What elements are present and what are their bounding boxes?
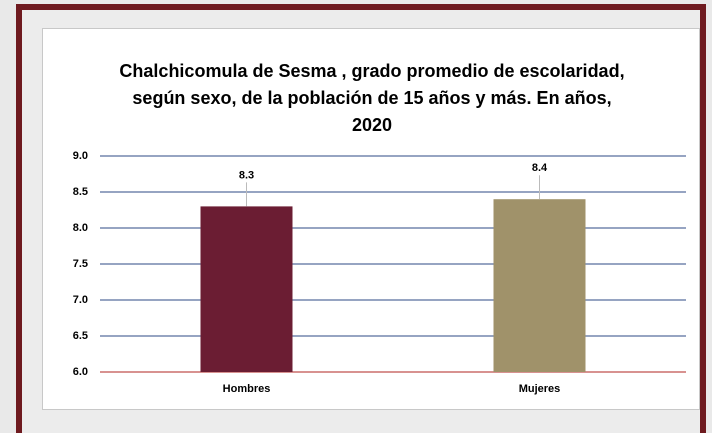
chart-box <box>42 28 700 410</box>
x-tick-label: Hombres <box>223 383 271 395</box>
bar <box>200 206 293 372</box>
y-tick-label: 8.5 <box>73 186 88 198</box>
data-label: 8.4 <box>532 162 548 174</box>
y-tick-label: 8.0 <box>73 222 88 234</box>
bar <box>493 199 586 372</box>
y-tick-label: 7.5 <box>73 258 88 270</box>
x-tick-label: Mujeres <box>519 383 561 395</box>
y-tick-label: 9.0 <box>73 150 88 162</box>
y-tick-label: 6.5 <box>73 330 88 342</box>
data-label: 8.3 <box>239 169 254 181</box>
y-tick-label: 7.0 <box>73 294 88 306</box>
y-tick-label: 6.0 <box>73 366 88 378</box>
chart-title: Chalchicomula de Sesma , grado promedio … <box>119 61 625 135</box>
